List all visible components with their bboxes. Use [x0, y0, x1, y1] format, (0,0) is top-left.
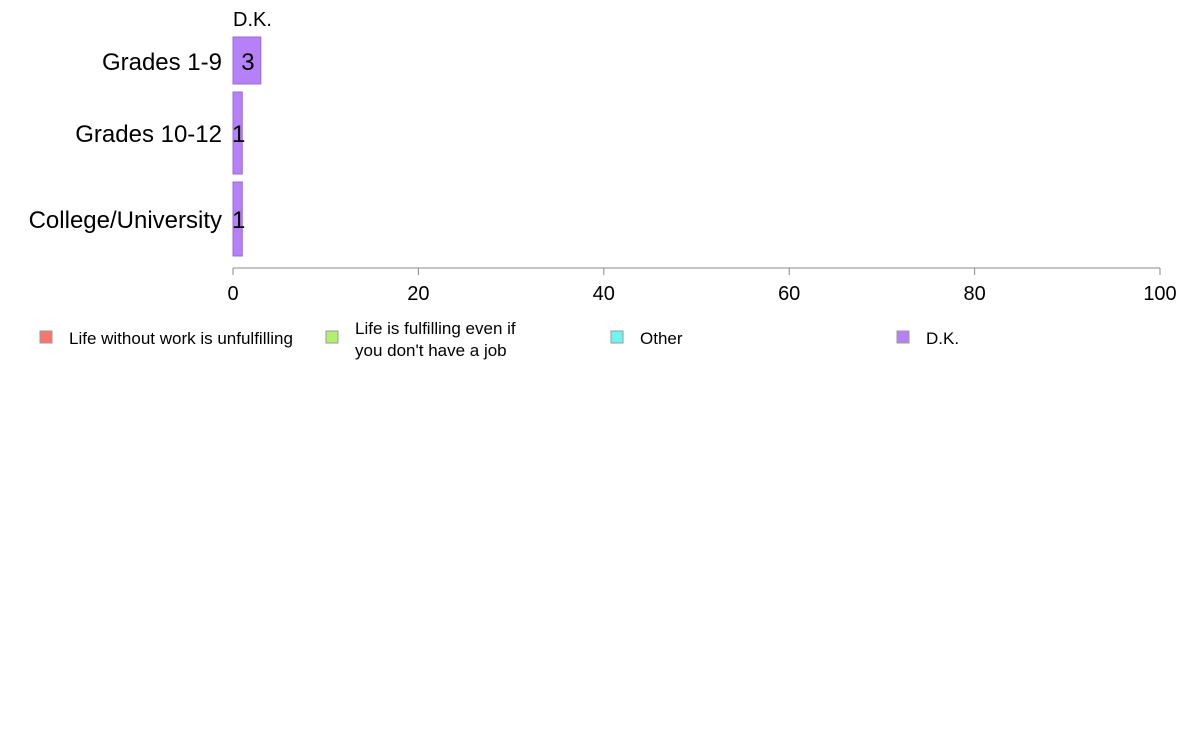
- legend-swatch: [896, 330, 910, 344]
- legend-swatch: [39, 330, 53, 344]
- data-label: 1: [232, 121, 245, 148]
- x-tick-label: 60: [778, 283, 800, 305]
- legend-label: Life is fulfilling even if you don't have…: [355, 319, 516, 360]
- category-label: College/University: [29, 207, 222, 234]
- data-label: 3: [241, 49, 254, 76]
- x-tick-label: 40: [593, 283, 615, 305]
- legend-label: Life without work is unfulfilling: [69, 329, 293, 348]
- legend-label: Other: [640, 329, 683, 348]
- x-tick-label: 100: [1143, 283, 1176, 305]
- category-label: Grades 10-12: [75, 121, 222, 148]
- legend-swatch: [610, 330, 624, 344]
- data-label: 1: [232, 207, 245, 234]
- bar: [232, 181, 243, 257]
- category-label: Grades 1-9: [102, 49, 222, 76]
- bar: [232, 36, 262, 85]
- column-label: D.K.: [233, 9, 272, 31]
- category-labels: Grades 1-9 Grades 10-12 College/University: [29, 49, 222, 234]
- legend-label: D.K.: [926, 329, 959, 348]
- x-tick-label: 20: [407, 283, 429, 305]
- legend: Life without work is unfulfilling Life is…: [39, 319, 959, 360]
- x-tick-label: 80: [963, 283, 985, 305]
- bars: 3 1 1: [232, 36, 262, 257]
- legend-swatch: [325, 330, 339, 344]
- x-tick-label: 0: [227, 283, 238, 305]
- bar: [232, 91, 243, 175]
- x-axis: 0 20 40 60 80 100: [227, 267, 1177, 305]
